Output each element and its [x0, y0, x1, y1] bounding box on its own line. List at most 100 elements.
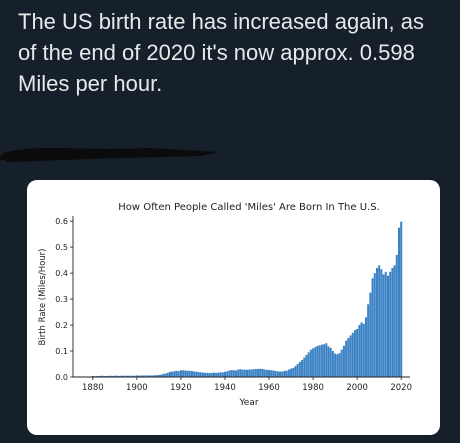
bar-1896: [127, 375, 130, 377]
bar-1936: [215, 372, 218, 377]
bar-1899: [133, 375, 136, 377]
bar-1986: [325, 343, 328, 377]
bar-1888: [109, 375, 112, 377]
bar-1960: [268, 369, 271, 377]
y-tick-label-5: 0.5: [55, 243, 68, 252]
bar-1968: [285, 370, 288, 377]
bar-1917: [173, 371, 176, 377]
axes-group: 1880 1900 1920 1940 1960 1980 2000 2020 0.0 0.1 0.…: [55, 216, 412, 393]
bar-1945: [234, 370, 238, 377]
bar-1955: [257, 368, 260, 377]
x-tick-label-1900: 1900: [126, 383, 148, 393]
bar-1909: [155, 375, 158, 377]
bar-1992: [338, 353, 341, 377]
bar-1915: [168, 371, 171, 377]
bar-1924: [188, 370, 191, 377]
y-tick-label-6: 0.6: [55, 217, 68, 226]
bar-1990: [334, 353, 337, 377]
bar-2008: [373, 273, 376, 377]
bar-1946: [237, 369, 240, 377]
bar-1939: [221, 372, 224, 377]
bar-1950: [245, 369, 249, 377]
bar-1943: [230, 369, 233, 377]
bar-1940: [223, 371, 226, 377]
bar-1919: [177, 371, 180, 377]
bar-1902: [140, 375, 143, 377]
bar-1887: [107, 375, 110, 377]
bar-1947: [239, 369, 242, 377]
bar-1895: [124, 375, 127, 377]
x-tick-label-2020: 2020: [390, 383, 412, 393]
bar-1966: [281, 371, 284, 377]
bar-1974: [298, 361, 301, 377]
bar-1987: [327, 346, 330, 377]
bar-1931: [204, 372, 207, 377]
bar-1932: [206, 372, 209, 377]
bar-1929: [199, 372, 202, 377]
bar-1993: [340, 349, 343, 377]
bar-2001: [358, 325, 361, 377]
bar-1980: [312, 348, 315, 377]
y-axis-label: Birth Rate (Miles/Hour): [38, 249, 48, 346]
bar-1922: [184, 370, 187, 377]
bar-1927: [195, 371, 198, 377]
bar-1965: [279, 371, 282, 377]
chart-title: How Often People Called 'Miles' Are Born…: [118, 202, 380, 213]
bar-1905: [146, 375, 149, 377]
bar-1994: [342, 345, 345, 377]
bar-2012: [382, 274, 385, 377]
bar-1999: [353, 330, 356, 377]
bar-2013: [384, 271, 387, 377]
bar-2006: [369, 292, 372, 377]
y-tick-label-2: 0.2: [55, 321, 68, 330]
bar-2004: [364, 317, 367, 377]
bar-1901: [138, 375, 141, 377]
bar-1959: [265, 369, 268, 377]
bar-1906: [149, 375, 152, 377]
x-tick-label-1880: 1880: [82, 383, 104, 393]
bar-1962: [272, 370, 275, 377]
bar-2003: [362, 323, 365, 377]
y-tick-label-4: 0.4: [55, 269, 68, 278]
bar-1907: [151, 375, 154, 377]
bar-1921: [182, 370, 185, 377]
bar-1883: [98, 375, 101, 377]
bar-1928: [197, 372, 200, 377]
bar-2010: [378, 265, 381, 377]
bar-1916: [171, 371, 174, 377]
bar-1967: [283, 370, 286, 377]
bar-1978: [307, 352, 310, 377]
y-tick-label-0: 0.0: [55, 373, 68, 382]
bar-2019: [397, 227, 400, 377]
bar-chart: How Often People Called 'Miles' Are Born…: [38, 202, 412, 408]
bar-2005: [367, 304, 370, 377]
bar-2007: [371, 278, 374, 377]
x-axis-label: Year: [238, 398, 258, 408]
bar-1920: [179, 370, 182, 377]
bar-1911: [160, 374, 163, 377]
bar-1991: [336, 354, 339, 377]
bar-1964: [276, 371, 279, 377]
bar-1880: [91, 375, 94, 377]
bar-2015: [389, 271, 392, 377]
bar-1886: [105, 375, 108, 377]
bar-1952: [250, 369, 253, 377]
bar-1923: [186, 370, 189, 377]
bar-1930: [201, 372, 204, 377]
bar-1898: [131, 375, 134, 377]
bar-1976: [303, 357, 306, 377]
bar-1914: [166, 372, 169, 377]
bar-1971: [292, 367, 295, 377]
bar-1977: [305, 354, 308, 377]
bar-1933: [208, 373, 211, 377]
bar-2020: [400, 221, 403, 377]
bar-2018: [395, 254, 398, 377]
bar-1885: [102, 375, 105, 377]
bar-1973: [296, 364, 299, 377]
bar-1903: [142, 375, 145, 377]
bar-1889: [111, 375, 114, 377]
x-tick-label-1980: 1980: [302, 383, 324, 393]
bar-1900: [135, 375, 138, 377]
bar-2011: [380, 269, 383, 377]
bar-1979: [309, 349, 312, 377]
